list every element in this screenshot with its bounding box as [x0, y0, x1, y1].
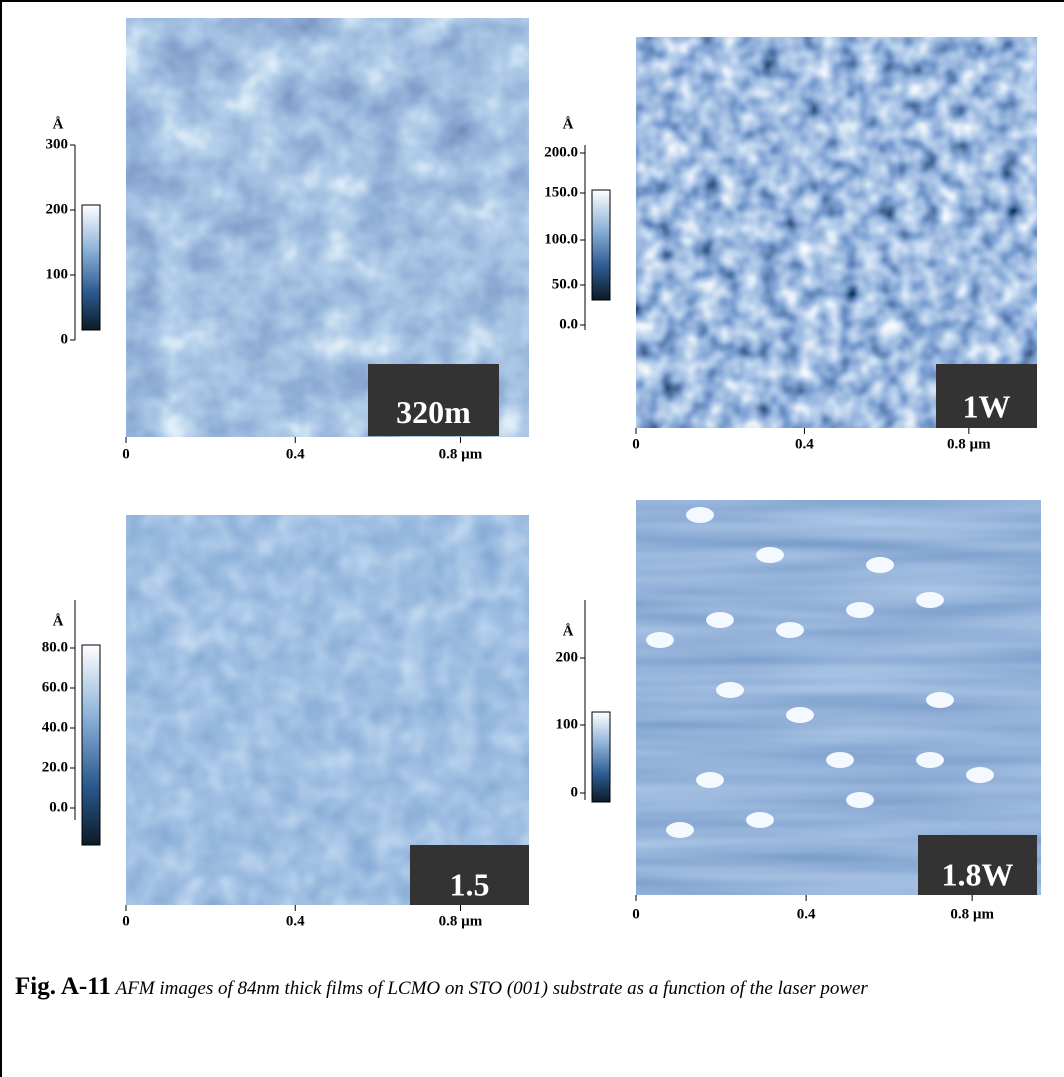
label-box [936, 364, 1037, 428]
color-bar [591, 189, 611, 301]
x-label: 0.4 [286, 446, 305, 462]
x-label: 0 [632, 906, 640, 922]
figure-number: Fig. A-11 [15, 973, 111, 1000]
scale-unit: Å [563, 116, 574, 132]
afm-image [636, 500, 1041, 895]
panel-label: 1W [963, 388, 1011, 424]
panel-label: 1.5 [450, 867, 490, 903]
grain [846, 602, 874, 618]
scale-label: 100 [46, 266, 69, 282]
grain [686, 507, 714, 523]
scale-unit: Å [53, 613, 64, 629]
grain [866, 557, 894, 573]
scale-label: 150.0 [544, 184, 578, 200]
x-label: 0.4 [797, 906, 816, 922]
color-bar [81, 204, 101, 331]
scale-label: 60.0 [42, 679, 68, 695]
x-label: 0.4 [795, 436, 814, 452]
grain [826, 752, 854, 768]
grain [756, 547, 784, 563]
grain [696, 772, 724, 788]
grain [776, 622, 804, 638]
scale-label: 0 [61, 331, 69, 347]
x-label: 0 [122, 446, 130, 462]
scale-unit: Å [563, 623, 574, 639]
grain [916, 752, 944, 768]
scale-label: 80.0 [42, 639, 68, 655]
caption: Fig. A-11 AFM images of 84nm thick films… [15, 960, 1055, 1016]
scale-label: 0.0 [559, 316, 578, 332]
grain [846, 792, 874, 808]
x-label: 0.8 µm [439, 913, 483, 929]
scale-label: 50.0 [552, 276, 578, 292]
x-label: 0.8 µm [439, 446, 483, 462]
x-label: 0 [632, 436, 640, 452]
grain [916, 592, 944, 608]
label-box [918, 835, 1037, 895]
scale-label: 20.0 [42, 759, 68, 775]
grain [666, 822, 694, 838]
scale-label: 200 [46, 201, 69, 217]
scale-label: 0 [571, 784, 579, 800]
grain [716, 682, 744, 698]
panel-label: 1.8W [942, 857, 1014, 893]
x-label: 0.8 µm [947, 436, 991, 452]
grain [706, 612, 734, 628]
grain [646, 632, 674, 648]
label-box [410, 845, 529, 905]
x-label: 0.8 µm [950, 906, 994, 922]
x-label: 0.4 [286, 913, 305, 929]
scale-label: 300 [46, 136, 69, 152]
x-label: 0 [122, 913, 130, 929]
afm-image [126, 515, 529, 905]
grain [786, 707, 814, 723]
color-bar [81, 644, 101, 846]
grain [966, 767, 994, 783]
grain [926, 692, 954, 708]
scale-label: 200 [556, 649, 579, 665]
scale-label: 100.0 [544, 231, 578, 247]
scale-label: 40.0 [42, 719, 68, 735]
color-bar [591, 711, 611, 803]
scale-label: 100 [556, 716, 579, 732]
scale-label: 200.0 [544, 144, 578, 160]
caption-text: AFM images of 84nm thick films of LCMO o… [115, 978, 868, 999]
scale-label: 0.0 [49, 799, 68, 815]
panel-label: 320m [396, 394, 471, 430]
grain [746, 812, 774, 828]
label-box [368, 364, 499, 436]
figure: Å 300 200 100 0 0 0.4 0.8 µm 320m Å 200.0 150.0 100.… [42, 18, 1041, 929]
afm-image [636, 37, 1037, 428]
scale-unit: Å [53, 116, 64, 132]
